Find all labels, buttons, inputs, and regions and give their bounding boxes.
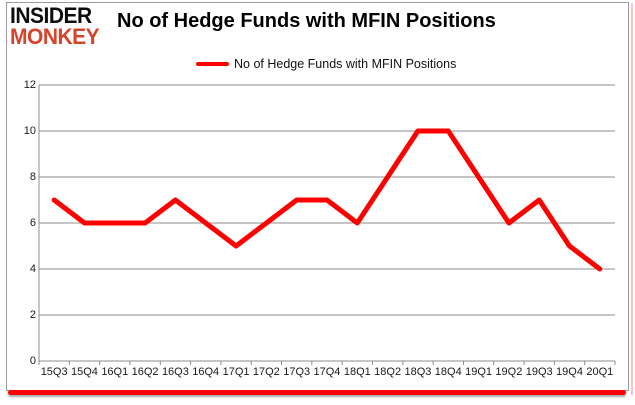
y-axis-tick-label: 4 — [29, 263, 36, 275]
insider-monkey-logo: INSIDER MONKEY — [10, 3, 100, 49]
x-axis-tick-label: 19Q3 — [525, 366, 553, 378]
logo-insider-text: INSIDER — [10, 3, 92, 29]
x-axis-tick-label: 17Q1 — [222, 366, 250, 378]
chart-frame — [6, 2, 629, 391]
x-axis-tick-label: 20Q1 — [586, 366, 614, 378]
y-axis-tick-label: 6 — [29, 217, 36, 229]
x-axis-tick-label: 16Q1 — [101, 366, 129, 378]
legend-label: No of Hedge Funds with MFIN Positions — [234, 57, 457, 71]
y-axis-tick-label: 2 — [29, 309, 36, 321]
x-axis-tick-label: 19Q4 — [556, 366, 583, 378]
right-edge-accent — [631, 3, 633, 395]
legend: No of Hedge Funds with MFIN Positions — [196, 57, 456, 71]
y-axis-tick-label: 0 — [29, 355, 36, 367]
y-axis-tick-label: 8 — [29, 171, 36, 183]
x-axis-tick-label: 16Q2 — [131, 366, 159, 378]
x-axis-tick-label: 16Q4 — [192, 366, 220, 378]
legend-line-swatch — [196, 62, 229, 66]
x-axis-tick-label: 18Q3 — [404, 366, 432, 378]
x-axis-tick-label: 15Q3 — [40, 366, 68, 378]
brand-red-bar — [8, 390, 626, 395]
x-axis-tick-label: 17Q2 — [252, 366, 280, 378]
logo-monkey-text: MONKEY — [10, 24, 100, 49]
y-axis-tick-label: 12 — [23, 79, 36, 91]
x-axis-tick-label: 17Q4 — [313, 366, 341, 378]
x-axis-tick-label: 18Q1 — [343, 366, 371, 378]
x-axis-tick-label: 18Q2 — [374, 366, 402, 378]
hedge-fund-count-series-line — [51, 128, 603, 272]
y-axis-tick-label: 10 — [23, 125, 36, 137]
x-axis-tick-label: 16Q3 — [161, 366, 189, 378]
x-axis-tick-label: 15Q4 — [71, 366, 98, 378]
x-axis-tick-label: 18Q4 — [434, 366, 462, 378]
chart-title: No of Hedge Funds with MFIN Positions — [117, 10, 496, 32]
x-axis-tick-label: 19Q1 — [465, 366, 493, 378]
x-axis-tick-label: 17Q3 — [283, 366, 311, 378]
x-axis-tick-label: 19Q2 — [495, 366, 523, 378]
